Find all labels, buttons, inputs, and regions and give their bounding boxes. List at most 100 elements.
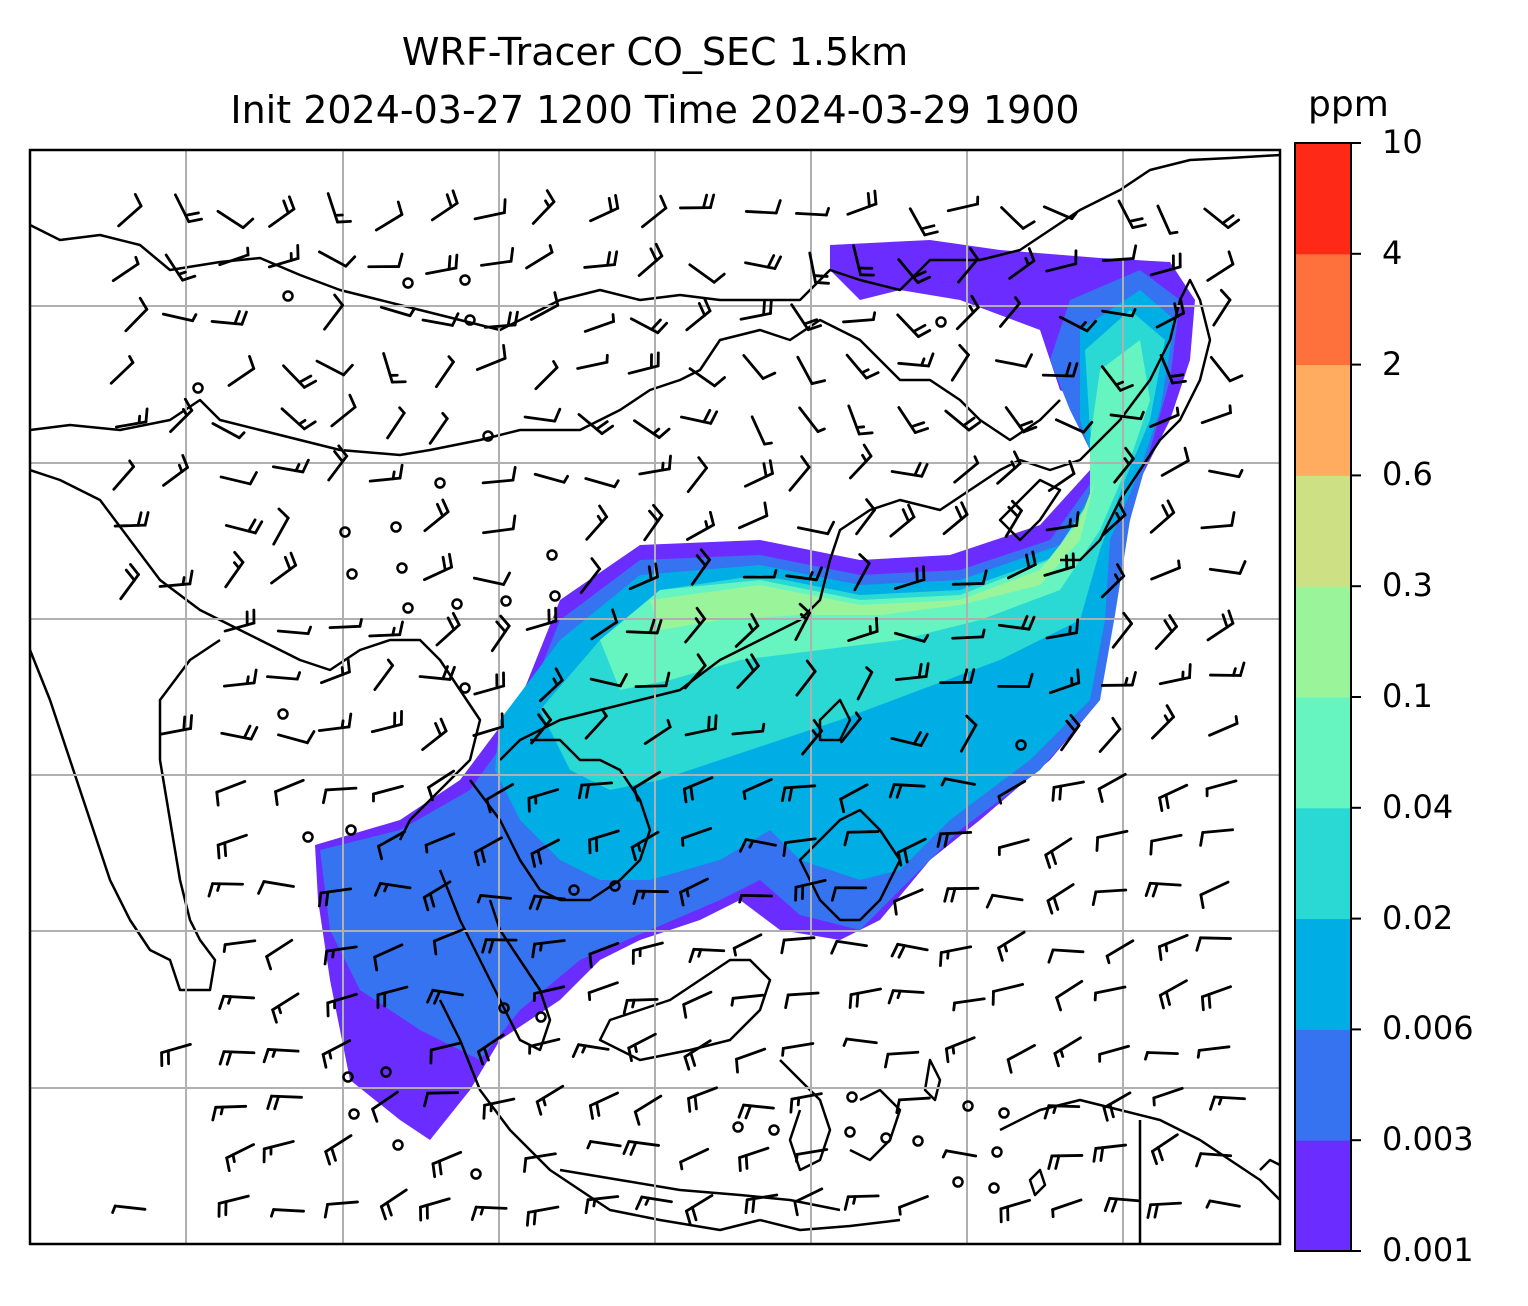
- wind-barb-icon: [276, 625, 312, 636]
- wind-barb-icon: [830, 886, 868, 902]
- calm-circle-icon: [392, 1139, 404, 1151]
- calm-circle-icon: [546, 549, 558, 561]
- wind-barb-icon: [373, 658, 395, 691]
- wind-barb-icon: [532, 985, 566, 1002]
- wind-barb-icon: [1111, 611, 1133, 649]
- colorbar: [1295, 143, 1351, 1252]
- wind-barb-icon: [685, 297, 712, 332]
- calm-circle-icon: [451, 598, 463, 610]
- calm-circle-icon: [988, 1182, 1000, 1194]
- colorbar-segment: [1295, 1029, 1351, 1141]
- colorbar-tick-label: 0.6: [1382, 455, 1433, 494]
- wind-barb-icon: [959, 714, 978, 753]
- wind-barb-icon: [1098, 1044, 1130, 1063]
- wind-barb-icon: [473, 836, 503, 867]
- wind-barb-icon: [1209, 1095, 1246, 1111]
- colorbar-segment: [1295, 918, 1351, 1030]
- wind-barb-icon: [535, 1084, 565, 1116]
- wind-barb-icon: [1158, 783, 1189, 813]
- colorbar-tick-label: 4: [1382, 233, 1403, 272]
- wind-barb-icon: [884, 1050, 920, 1069]
- wind-barb-icon: [584, 708, 608, 740]
- wind-barb-icon: [686, 456, 708, 494]
- wind-barb-icon: [1098, 716, 1122, 753]
- wind-barb-icon: [324, 1134, 353, 1166]
- wind-barb-icon: [744, 1193, 779, 1215]
- wind-barb-icon: [889, 503, 916, 538]
- wind-barb-icon: [373, 943, 404, 972]
- wind-barb-icon: [323, 945, 358, 966]
- wind-barb-icon: [533, 472, 570, 484]
- wind-barb-icon: [1100, 671, 1137, 687]
- wind-barb-icon: [271, 458, 310, 474]
- wind-barb-icon: [274, 778, 305, 806]
- colorbar-segment: [1295, 807, 1351, 920]
- wind-barb-icon: [679, 193, 716, 210]
- wind-barb-icon: [1113, 446, 1135, 484]
- wind-barb-icon: [220, 724, 259, 741]
- tracer-plume-lightgreen: [650, 480, 1095, 630]
- wind-barb-icon: [272, 507, 290, 546]
- wind-barb-icon: [218, 1050, 256, 1066]
- wind-barb-icon: [795, 1148, 829, 1163]
- wind-barb-icon: [1097, 772, 1127, 803]
- wind-barb-icon: [268, 195, 296, 228]
- wind-barb-icon: [952, 997, 986, 1012]
- wind-barb-icon: [427, 769, 456, 802]
- wind-barb-icon: [1045, 618, 1080, 640]
- wind-barb-icon: [525, 606, 558, 631]
- wind-barb-icon: [951, 628, 986, 640]
- wind-barb-icon: [1047, 459, 1076, 492]
- colorbar-tick-label: 0.1: [1382, 677, 1433, 715]
- calm-circle-icon: [402, 277, 414, 289]
- calm-circle-icon: [844, 1126, 856, 1138]
- wind-barb-icon: [124, 296, 149, 333]
- wind-barb-icon: [898, 1195, 929, 1216]
- wind-barb-icon: [585, 504, 609, 541]
- wind-barb-icon: [997, 930, 1026, 962]
- wind-barb-icon: [1095, 829, 1129, 852]
- wind-barb-icon: [217, 1194, 250, 1218]
- wind-barb-icon: [798, 406, 826, 434]
- colorbar-ticks: [1351, 142, 1361, 1252]
- wind-barb-icon: [430, 189, 459, 222]
- colorbar-tick-label: 0.3: [1382, 566, 1433, 605]
- wind-barb-icon: [991, 983, 1025, 1006]
- wind-barb-icon: [475, 343, 507, 371]
- wind-barb-icon: [1200, 404, 1232, 425]
- wind-barb-icon: [372, 784, 404, 803]
- map-title-line-1: WRF-Tracer CO_SEC 1.5km: [401, 30, 909, 74]
- wind-barb-icon: [589, 194, 620, 223]
- wind-barb-icon: [801, 718, 824, 756]
- calm-circle-icon: [846, 1091, 858, 1103]
- wind-barb-icon: [737, 501, 769, 530]
- wind-barb-icon: [1102, 1091, 1132, 1122]
- wind-barb-icon: [207, 882, 244, 898]
- wind-barb-icon: [684, 1194, 714, 1225]
- wind-barb-icon: [1044, 837, 1073, 869]
- wind-barb-icon: [632, 889, 669, 906]
- wind-barb-icon: [681, 827, 713, 847]
- wind-barb-icon: [174, 193, 203, 224]
- wind-barb-icon: [367, 252, 404, 269]
- wind-barb-icon: [525, 1205, 560, 1227]
- wind-barb-icon: [1091, 888, 1128, 907]
- calm-circle-icon: [282, 290, 294, 302]
- wind-barb-icon: [896, 313, 932, 339]
- wind-barb-icon: [1006, 1044, 1036, 1074]
- wind-barb-icon: [1117, 199, 1147, 230]
- wind-barb-icon: [908, 207, 939, 237]
- wind-barb-icon: [936, 830, 973, 848]
- wind-barb-icon: [326, 192, 352, 224]
- wind-barb-icon: [939, 668, 976, 685]
- wind-barb-icon: [843, 1194, 880, 1211]
- wind-barb-icon: [318, 250, 357, 268]
- wind-barb-icon: [1206, 609, 1235, 642]
- wind-barb-icon: [323, 293, 345, 331]
- wind-barb-icon: [1047, 948, 1085, 964]
- wind-barb-icon: [688, 947, 726, 964]
- wind-barb-icon: [641, 194, 668, 229]
- wind-barb-icon: [530, 838, 560, 868]
- wind-barb-icon: [943, 886, 980, 903]
